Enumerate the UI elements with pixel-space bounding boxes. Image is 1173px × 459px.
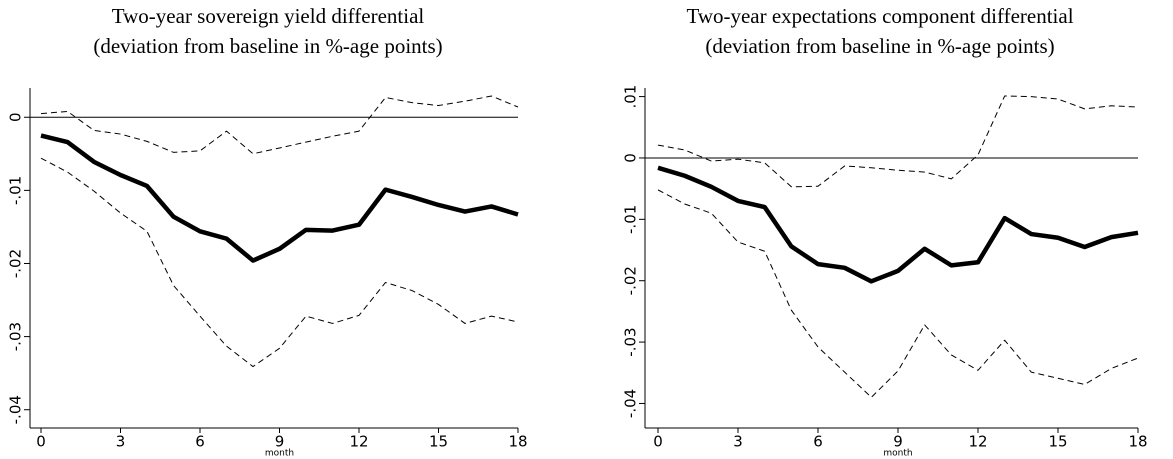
series-line (40, 157, 519, 368)
x-axis-label: month (265, 449, 294, 459)
x-tick-label: 6 (813, 433, 823, 451)
series-line (40, 133, 519, 263)
y-tick-label: 0 (622, 153, 640, 163)
x-tick-label: 9 (893, 433, 903, 451)
series-line (40, 95, 519, 155)
x-tick-label: 3 (733, 433, 743, 451)
x-tick-label: 6 (195, 433, 205, 451)
y-tick-label: -.01 (7, 176, 25, 205)
x-tick-label: 12 (968, 433, 987, 451)
chart-subtitle: (deviation from baseline in %-age points… (705, 34, 1054, 58)
x-tick-label: 18 (508, 433, 527, 451)
series-line (657, 95, 1139, 188)
x-tick-label: 3 (116, 433, 126, 451)
y-tick-label: -.03 (622, 327, 640, 356)
y-tick-label: -.02 (622, 266, 640, 295)
x-axis-label: month (883, 449, 912, 459)
x-tick-label: 0 (36, 433, 46, 451)
y-tick-label: .01 (622, 85, 640, 109)
x-tick-label: 9 (275, 433, 285, 451)
y-tick-label: -.04 (7, 395, 25, 424)
x-tick-label: 0 (653, 433, 663, 451)
x-tick-label: 12 (349, 433, 368, 451)
y-tick-label: -.04 (622, 389, 640, 418)
y-tick-label: 0 (7, 112, 25, 122)
y-tick-label: -.03 (7, 322, 25, 351)
series-line (657, 189, 1139, 398)
chart-subtitle: (deviation from baseline in %-age points… (93, 34, 442, 58)
x-tick-label: 18 (1128, 433, 1147, 451)
x-tick-label: 15 (1048, 433, 1067, 451)
x-tick-label: 15 (429, 433, 448, 451)
y-tick-label: -.01 (622, 205, 640, 234)
y-tick-label: -.02 (7, 249, 25, 278)
series-line (657, 165, 1139, 284)
chart-title: Two-year sovereign yield differential (112, 4, 425, 28)
chart-title: Two-year expectations component differen… (686, 4, 1073, 28)
